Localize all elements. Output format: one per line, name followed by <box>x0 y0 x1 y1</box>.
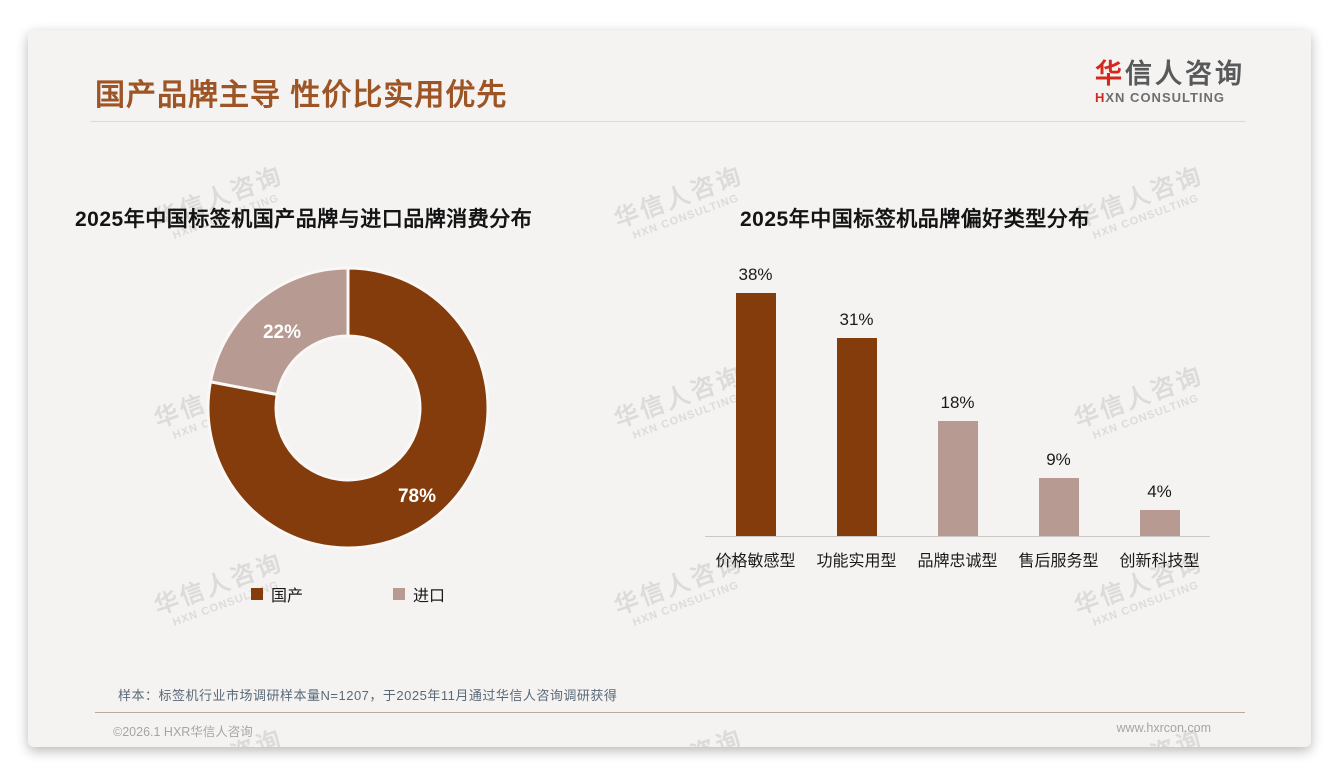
company-logo: 华信人咨询 HXN CONSULTING <box>1095 58 1245 105</box>
legend-swatch-domestic <box>250 588 263 600</box>
donut-legend: 国产 进口 <box>188 582 508 606</box>
slide-card: 华信人咨询 HXN CONSULTING 华信人咨询 HXN CONSULTING 华信… <box>28 30 1311 747</box>
bar-value-label: 31% <box>839 309 874 329</box>
bar <box>1139 510 1180 536</box>
donut-label-import: 22% <box>263 322 301 343</box>
footer-divider <box>95 712 1245 713</box>
legend-item-domestic: 国产 <box>250 582 303 606</box>
bar-group: 4% 创新科技型 <box>1109 260 1210 570</box>
bar <box>836 337 877 536</box>
bar-category-label: 售后服务型 <box>1018 553 1099 570</box>
logo-en-rest: XN CONSULTING <box>1105 90 1226 106</box>
page-title: 国产品牌主导 性价比实用优先 <box>95 79 508 112</box>
bar-group: 9% 售后服务型 <box>1008 260 1109 570</box>
bar-value-label: 38% <box>738 264 773 284</box>
sample-note: 样本：标签机行业市场调研样本量N=1207，于2025年11月通过华信人咨询调研… <box>118 688 618 703</box>
bar-group: 31% 功能实用型 <box>806 260 907 570</box>
legend-label-import: 进口 <box>413 588 446 605</box>
bar-category-label: 功能实用型 <box>816 553 897 570</box>
title-divider <box>90 121 1246 122</box>
donut-label-domestic: 78% <box>398 486 436 507</box>
watermark-line1: 华信人咨询 <box>578 707 778 747</box>
logo-chinese-name: 华信人咨询 <box>1095 58 1245 90</box>
donut-slice-domestic <box>206 266 490 550</box>
watermark-line2: HXN CONSULTING <box>590 740 782 747</box>
donut-svg: 22% 78% <box>206 266 490 550</box>
bar <box>937 420 978 536</box>
watermark-line2: HXN CONSULTING <box>1050 740 1242 747</box>
website-url: www.hxrcon.com <box>1116 721 1211 735</box>
watermark-line2: HXN CONSULTING <box>631 579 741 629</box>
donut-slice-import <box>208 266 350 397</box>
bar-value-label: 4% <box>1147 482 1172 502</box>
logo-cn-accent: 华 <box>1095 59 1125 89</box>
bar-value-label: 9% <box>1046 450 1071 470</box>
bar-category-label: 价格敏感型 <box>715 553 796 570</box>
bar-chart: 38% 价格敏感型 31% 功能实用型 18% 品牌忠诚型 9% 售后服务型 4% 创新科技型 <box>705 260 1210 570</box>
legend-swatch-import <box>393 588 405 600</box>
copyright-text: ©2026.1 HXR华信人咨询 <box>113 725 253 739</box>
watermark-line2: HXN CONSULTING <box>130 740 322 747</box>
donut-chart-title: 2025年中国标签机国产品牌与进口品牌消费分布 <box>75 208 533 231</box>
bar-category-label: 品牌忠诚型 <box>917 553 998 570</box>
bar <box>1038 478 1079 536</box>
logo-english-name: HXN CONSULTING <box>1095 90 1245 105</box>
logo-cn-rest: 信人咨询 <box>1125 59 1245 89</box>
legend-item-import: 进口 <box>393 582 445 606</box>
donut-chart: 22% 78% <box>188 248 508 568</box>
watermark-line2: HXN CONSULTING <box>1091 579 1201 629</box>
legend-label-domestic: 国产 <box>270 588 303 605</box>
bar-category-label: 创新科技型 <box>1119 553 1200 570</box>
bar-group: 18% 品牌忠诚型 <box>907 260 1008 570</box>
bar-value-label: 18% <box>940 392 975 412</box>
bar <box>735 292 776 536</box>
bar-group: 38% 价格敏感型 <box>705 260 806 570</box>
bar-chart-title: 2025年中国标签机品牌偏好类型分布 <box>740 208 1090 231</box>
logo-en-accent: H <box>1095 90 1106 106</box>
